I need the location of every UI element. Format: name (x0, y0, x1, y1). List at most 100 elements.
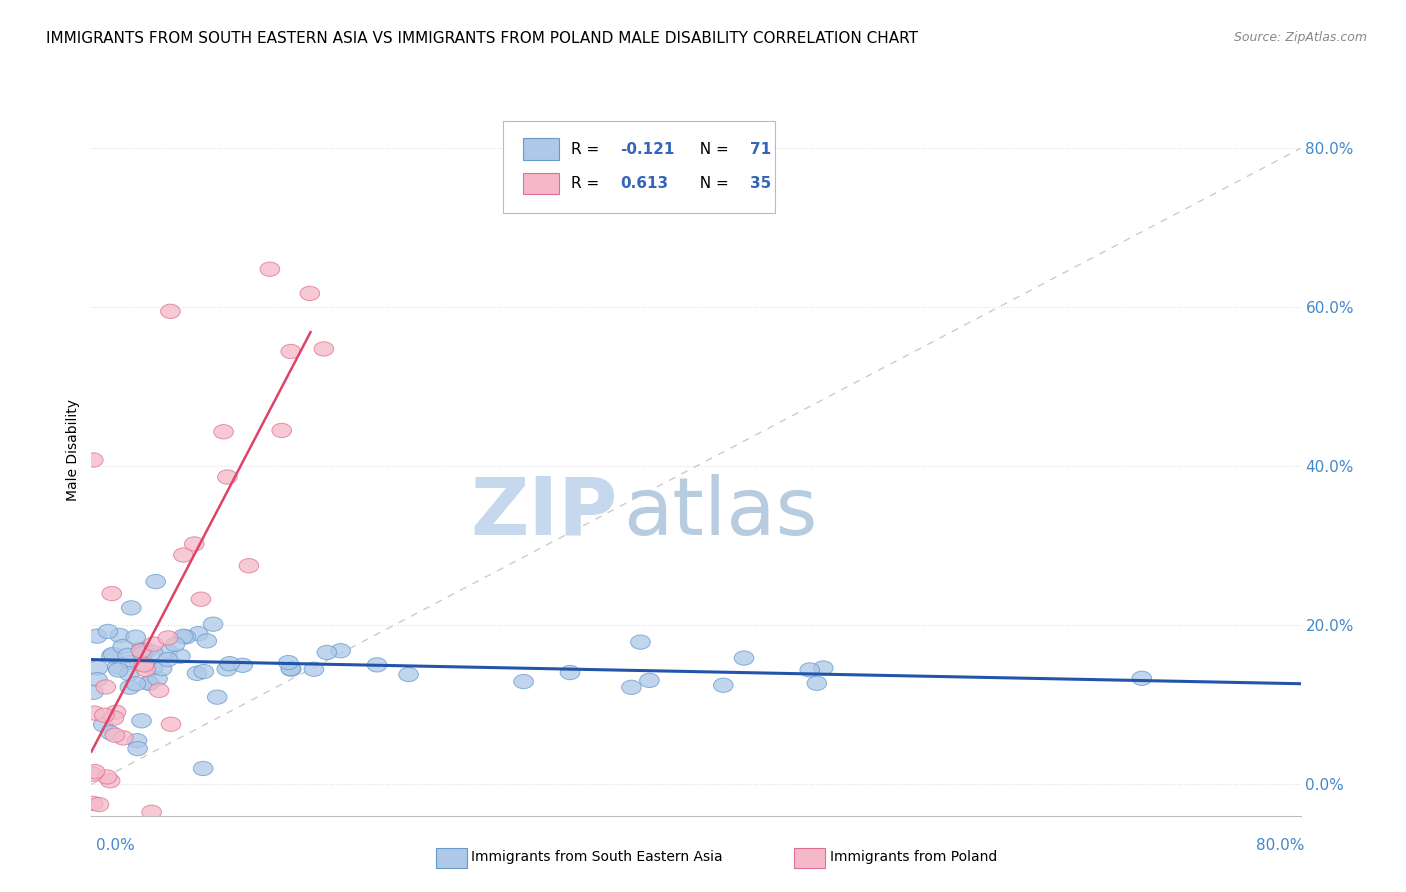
Ellipse shape (134, 643, 153, 657)
Ellipse shape (233, 658, 253, 673)
Ellipse shape (214, 425, 233, 439)
Ellipse shape (314, 342, 333, 356)
Ellipse shape (281, 344, 301, 359)
Ellipse shape (157, 644, 177, 658)
Ellipse shape (83, 797, 103, 811)
Ellipse shape (621, 681, 641, 695)
Ellipse shape (191, 592, 211, 607)
Y-axis label: Male Disability: Male Disability (66, 400, 80, 501)
Ellipse shape (148, 672, 167, 686)
Ellipse shape (188, 626, 208, 640)
Ellipse shape (94, 708, 114, 723)
Ellipse shape (127, 733, 146, 747)
Text: R =: R = (571, 176, 605, 191)
Ellipse shape (218, 470, 238, 484)
Ellipse shape (139, 676, 159, 690)
Ellipse shape (640, 673, 659, 688)
Ellipse shape (176, 630, 195, 644)
Ellipse shape (166, 637, 184, 651)
Ellipse shape (93, 717, 112, 732)
Ellipse shape (132, 642, 152, 657)
Ellipse shape (89, 661, 108, 675)
Ellipse shape (128, 741, 148, 756)
Ellipse shape (132, 714, 152, 728)
FancyBboxPatch shape (502, 121, 775, 213)
Ellipse shape (281, 662, 301, 676)
Ellipse shape (120, 680, 139, 694)
Ellipse shape (560, 665, 579, 680)
Ellipse shape (100, 773, 120, 788)
Text: N =: N = (690, 142, 734, 157)
Ellipse shape (103, 648, 122, 662)
Ellipse shape (84, 685, 103, 699)
Ellipse shape (83, 453, 103, 467)
Ellipse shape (187, 666, 207, 681)
Text: Immigrants from South Eastern Asia: Immigrants from South Eastern Asia (471, 850, 723, 864)
Ellipse shape (83, 767, 103, 781)
Ellipse shape (330, 644, 350, 658)
Ellipse shape (87, 673, 107, 687)
FancyBboxPatch shape (523, 138, 560, 160)
Text: Immigrants from Poland: Immigrants from Poland (830, 850, 997, 864)
Ellipse shape (101, 725, 121, 739)
Text: 71: 71 (751, 142, 772, 157)
Ellipse shape (173, 629, 193, 643)
Ellipse shape (734, 651, 754, 665)
Ellipse shape (107, 705, 127, 719)
Ellipse shape (121, 655, 141, 669)
Ellipse shape (367, 657, 387, 672)
Ellipse shape (304, 662, 323, 676)
Ellipse shape (107, 660, 127, 674)
Ellipse shape (136, 662, 156, 676)
Ellipse shape (197, 633, 217, 648)
Ellipse shape (271, 424, 291, 438)
Ellipse shape (318, 645, 336, 659)
Ellipse shape (142, 805, 162, 820)
Ellipse shape (281, 662, 301, 676)
Ellipse shape (1132, 671, 1152, 685)
Ellipse shape (800, 663, 820, 677)
Ellipse shape (204, 617, 224, 632)
Ellipse shape (143, 637, 163, 651)
Ellipse shape (217, 662, 236, 676)
Ellipse shape (87, 629, 107, 643)
Ellipse shape (105, 728, 125, 742)
Ellipse shape (89, 797, 108, 812)
Ellipse shape (208, 690, 226, 705)
Ellipse shape (278, 656, 298, 670)
Ellipse shape (193, 762, 212, 776)
Ellipse shape (104, 711, 124, 725)
Ellipse shape (127, 676, 146, 690)
Text: R =: R = (571, 142, 605, 157)
Ellipse shape (152, 662, 172, 676)
Text: IMMIGRANTS FROM SOUTH EASTERN ASIA VS IMMIGRANTS FROM POLAND MALE DISABILITY COR: IMMIGRANTS FROM SOUTH EASTERN ASIA VS IM… (46, 31, 918, 46)
Ellipse shape (149, 683, 169, 698)
Ellipse shape (157, 652, 177, 666)
Ellipse shape (807, 676, 827, 690)
Text: -0.121: -0.121 (620, 142, 673, 157)
Ellipse shape (260, 262, 280, 277)
Text: 0.613: 0.613 (620, 176, 668, 191)
Ellipse shape (157, 631, 177, 645)
Ellipse shape (138, 643, 157, 657)
Ellipse shape (299, 286, 319, 301)
Ellipse shape (86, 764, 105, 779)
Text: atlas: atlas (623, 474, 818, 551)
Ellipse shape (814, 661, 834, 675)
Ellipse shape (239, 558, 259, 573)
Ellipse shape (173, 548, 193, 562)
Ellipse shape (170, 649, 190, 664)
Ellipse shape (108, 663, 128, 677)
Ellipse shape (120, 666, 139, 681)
Text: 0.0%: 0.0% (96, 838, 135, 853)
Ellipse shape (97, 770, 117, 784)
Ellipse shape (84, 706, 104, 720)
Ellipse shape (194, 665, 214, 679)
Ellipse shape (129, 657, 149, 671)
Ellipse shape (143, 661, 163, 675)
Ellipse shape (219, 657, 239, 671)
Text: 35: 35 (751, 176, 772, 191)
Text: ZIP: ZIP (470, 474, 617, 551)
Ellipse shape (134, 657, 153, 672)
Ellipse shape (101, 586, 121, 600)
